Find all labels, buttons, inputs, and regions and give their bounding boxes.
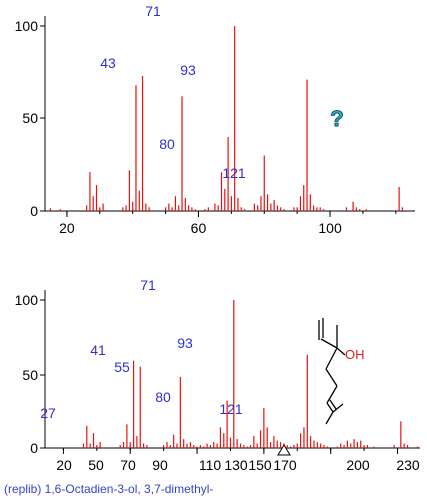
y-tick-label: 50	[22, 110, 38, 126]
hydroxyl-label: OH	[345, 347, 365, 362]
molecule-bond	[336, 347, 346, 356]
peak-label: 93	[177, 335, 193, 351]
x-tick-label: 60	[191, 220, 207, 236]
x-tick-label: 170	[273, 457, 297, 473]
molecule-bond	[326, 402, 334, 413]
y-tick-label: 100	[15, 292, 39, 308]
peak-label: 93	[180, 62, 196, 78]
x-tick-label: 110	[199, 457, 222, 473]
triangle-marker-icon	[277, 444, 291, 456]
x-tick-label: 20	[56, 457, 72, 473]
peak-label: 41	[90, 342, 106, 358]
x-tick-label: 200	[346, 457, 370, 473]
peak-label: 80	[155, 389, 171, 405]
library-compound-caption: (replib) 1,6-Octadien-3-ol, 3,7-dimethyl…	[4, 482, 214, 496]
peak-label: 55	[114, 359, 130, 375]
y-tick-label: 50	[22, 367, 38, 383]
molecule-bond	[325, 411, 334, 425]
unknown-compound-icon: ?	[330, 106, 343, 131]
peak-label: 121	[222, 165, 246, 181]
y-tick-label: 0	[30, 440, 38, 456]
x-tick-label: 230	[396, 457, 420, 473]
peak-label: 71	[145, 3, 161, 19]
molecule-bond	[320, 338, 338, 349]
unknown-spectrum-chart: 050100206010014018022043718093121?	[15, 3, 415, 236]
peak-label: 121	[219, 401, 243, 417]
molecule-bond	[329, 399, 337, 410]
y-tick-label: 100	[15, 18, 39, 34]
x-tick-label: 90	[152, 457, 168, 473]
x-tick-label: 150	[248, 457, 272, 473]
peak-label: 80	[159, 136, 175, 152]
molecule-bond	[325, 347, 338, 370]
molecule-bond	[332, 403, 344, 413]
molecule-bond	[325, 368, 338, 387]
molecule-bond	[326, 385, 338, 404]
x-tick-label: 50	[88, 457, 104, 473]
reference-spectrum-chart: 0 50 100 20 50 70 90 110 130 150 170 200 230 27 41 55 71…	[15, 277, 420, 473]
x-tick-label: 20	[59, 220, 75, 236]
peak-label: 71	[140, 277, 156, 293]
y-tick-label: 0	[30, 203, 38, 219]
peak-label: 43	[100, 55, 116, 71]
x-tick-label: 130	[224, 457, 248, 473]
x-tick-label: 100	[318, 220, 342, 236]
x-tick-label: 70	[120, 457, 136, 473]
peak-label: 27	[40, 405, 56, 421]
